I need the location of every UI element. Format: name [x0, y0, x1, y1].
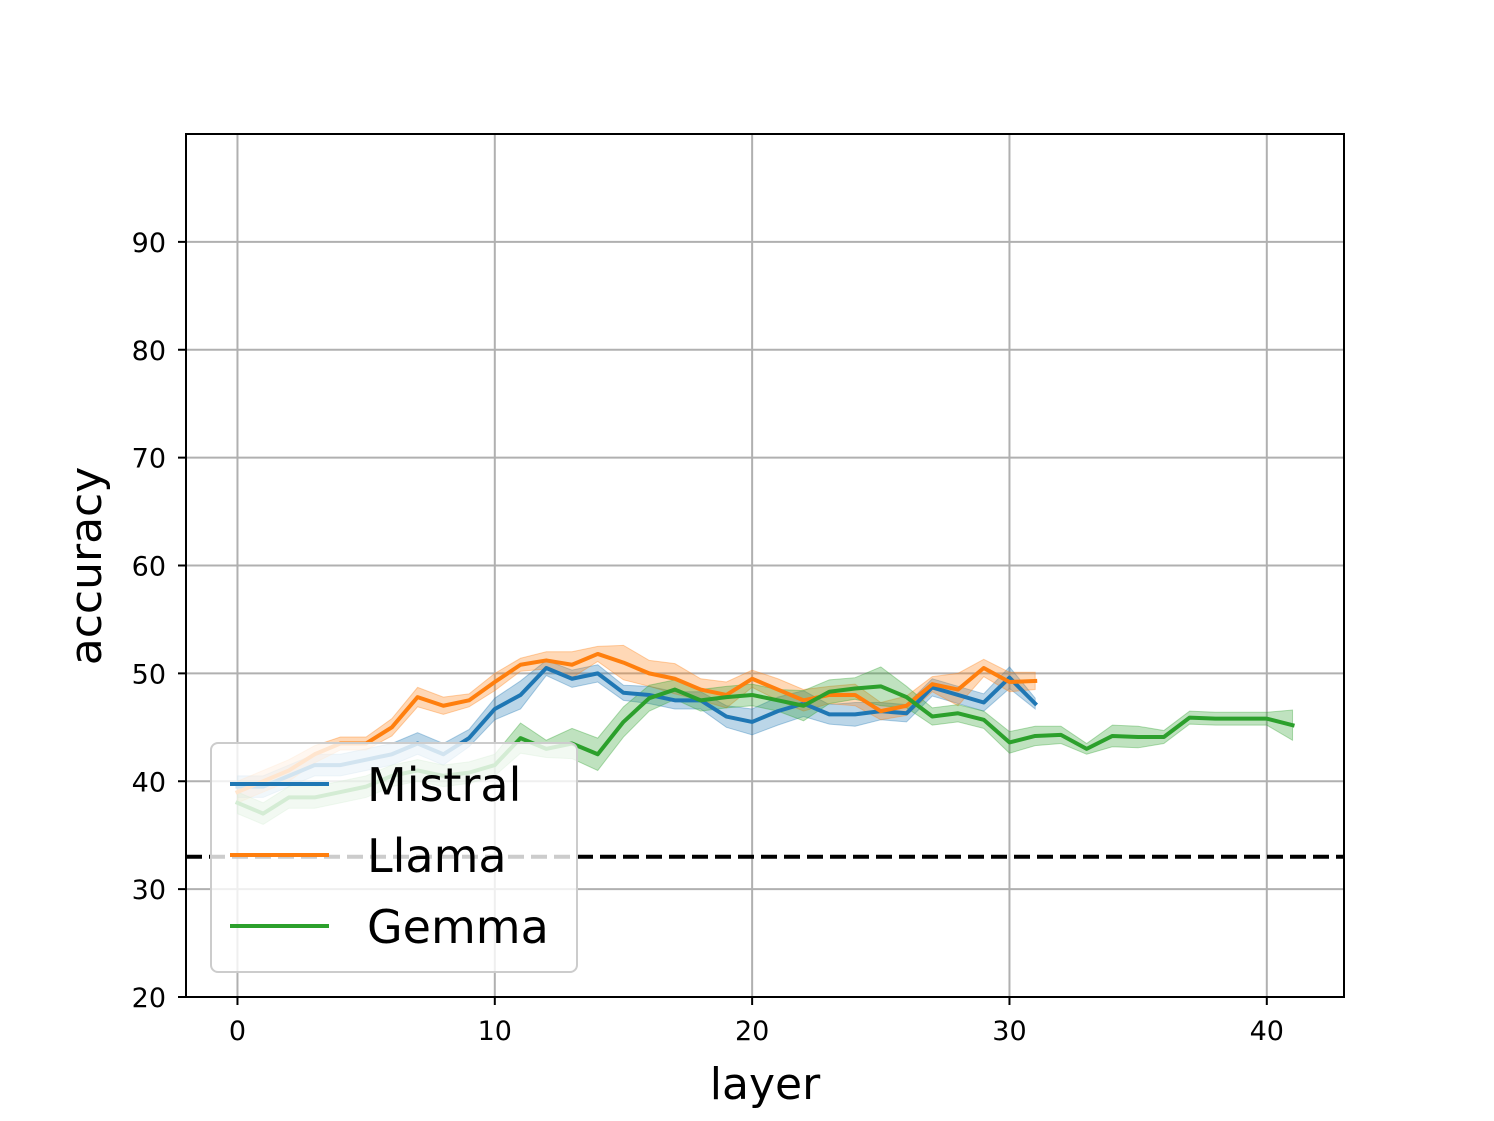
y-tick-label: 50: [132, 659, 166, 690]
y-tick-label: 80: [132, 336, 166, 367]
x-tick-label: 10: [478, 1016, 512, 1047]
legend-label-llama: Llama: [367, 829, 507, 883]
x-axis-label: layer: [710, 1059, 821, 1110]
band-mistral: [236, 659, 1036, 798]
legend: Mistral Llama Gemma: [210, 742, 578, 973]
x-tick-label: 30: [992, 1016, 1026, 1047]
x-tick-label: 0: [229, 1016, 246, 1047]
axis-ticks: 0 10 20 30 40 20 30 40 50 60 70 80 90: [132, 228, 1284, 1047]
legend-entries: Mistral Llama Gemma: [230, 758, 549, 954]
legend-label-gemma: Gemma: [367, 900, 549, 954]
x-tick-label: 40: [1250, 1016, 1284, 1047]
y-tick-label: 70: [132, 444, 166, 475]
y-tick-label: 20: [132, 983, 166, 1014]
y-axis-label: accuracy: [61, 467, 112, 666]
y-tick-label: 90: [132, 228, 166, 259]
legend-label-mistral: Mistral: [367, 758, 521, 812]
legend-box: [210, 742, 578, 973]
y-tick-label: 30: [132, 875, 166, 906]
x-tick-label: 20: [735, 1016, 769, 1047]
y-tick-label: 60: [132, 552, 166, 583]
line-llama: [234, 651, 1038, 795]
y-tick-label: 40: [132, 767, 166, 798]
